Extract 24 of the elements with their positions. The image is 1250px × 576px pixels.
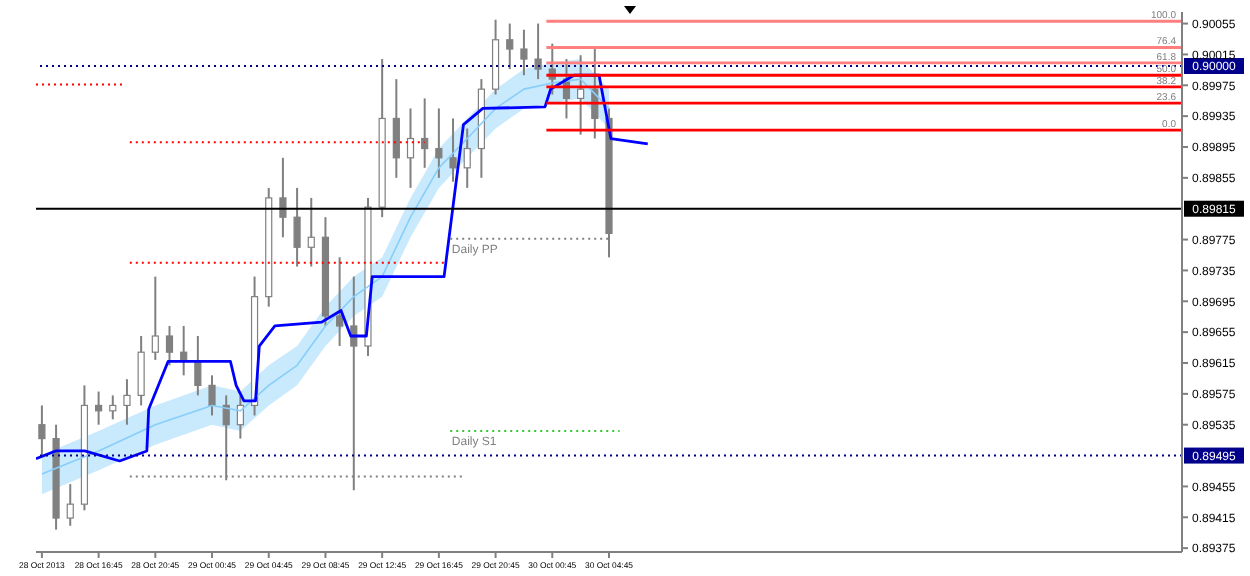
candlestick — [336, 256, 344, 348]
candlestick — [95, 390, 103, 426]
candlestick — [435, 107, 443, 179]
candlestick — [421, 97, 429, 169]
candlestick — [520, 28, 528, 77]
candlestick — [406, 107, 415, 189]
candlestick — [463, 127, 471, 189]
candlestick — [123, 378, 131, 426]
candlestick — [577, 54, 585, 136]
candlestick — [392, 78, 400, 179]
candlestick — [279, 156, 287, 239]
candlestick — [194, 335, 202, 397]
candlestick — [449, 117, 457, 183]
candlestick — [151, 275, 159, 361]
candlestick — [208, 374, 216, 417]
candlestick — [307, 196, 315, 268]
candlestick — [165, 324, 174, 367]
candlestick — [109, 394, 117, 421]
candlestick — [66, 483, 74, 527]
candlestick — [38, 404, 46, 456]
candlestick — [137, 335, 145, 407]
candlestick — [534, 22, 542, 81]
candlestick — [506, 22, 514, 71]
candlestick — [293, 186, 301, 268]
